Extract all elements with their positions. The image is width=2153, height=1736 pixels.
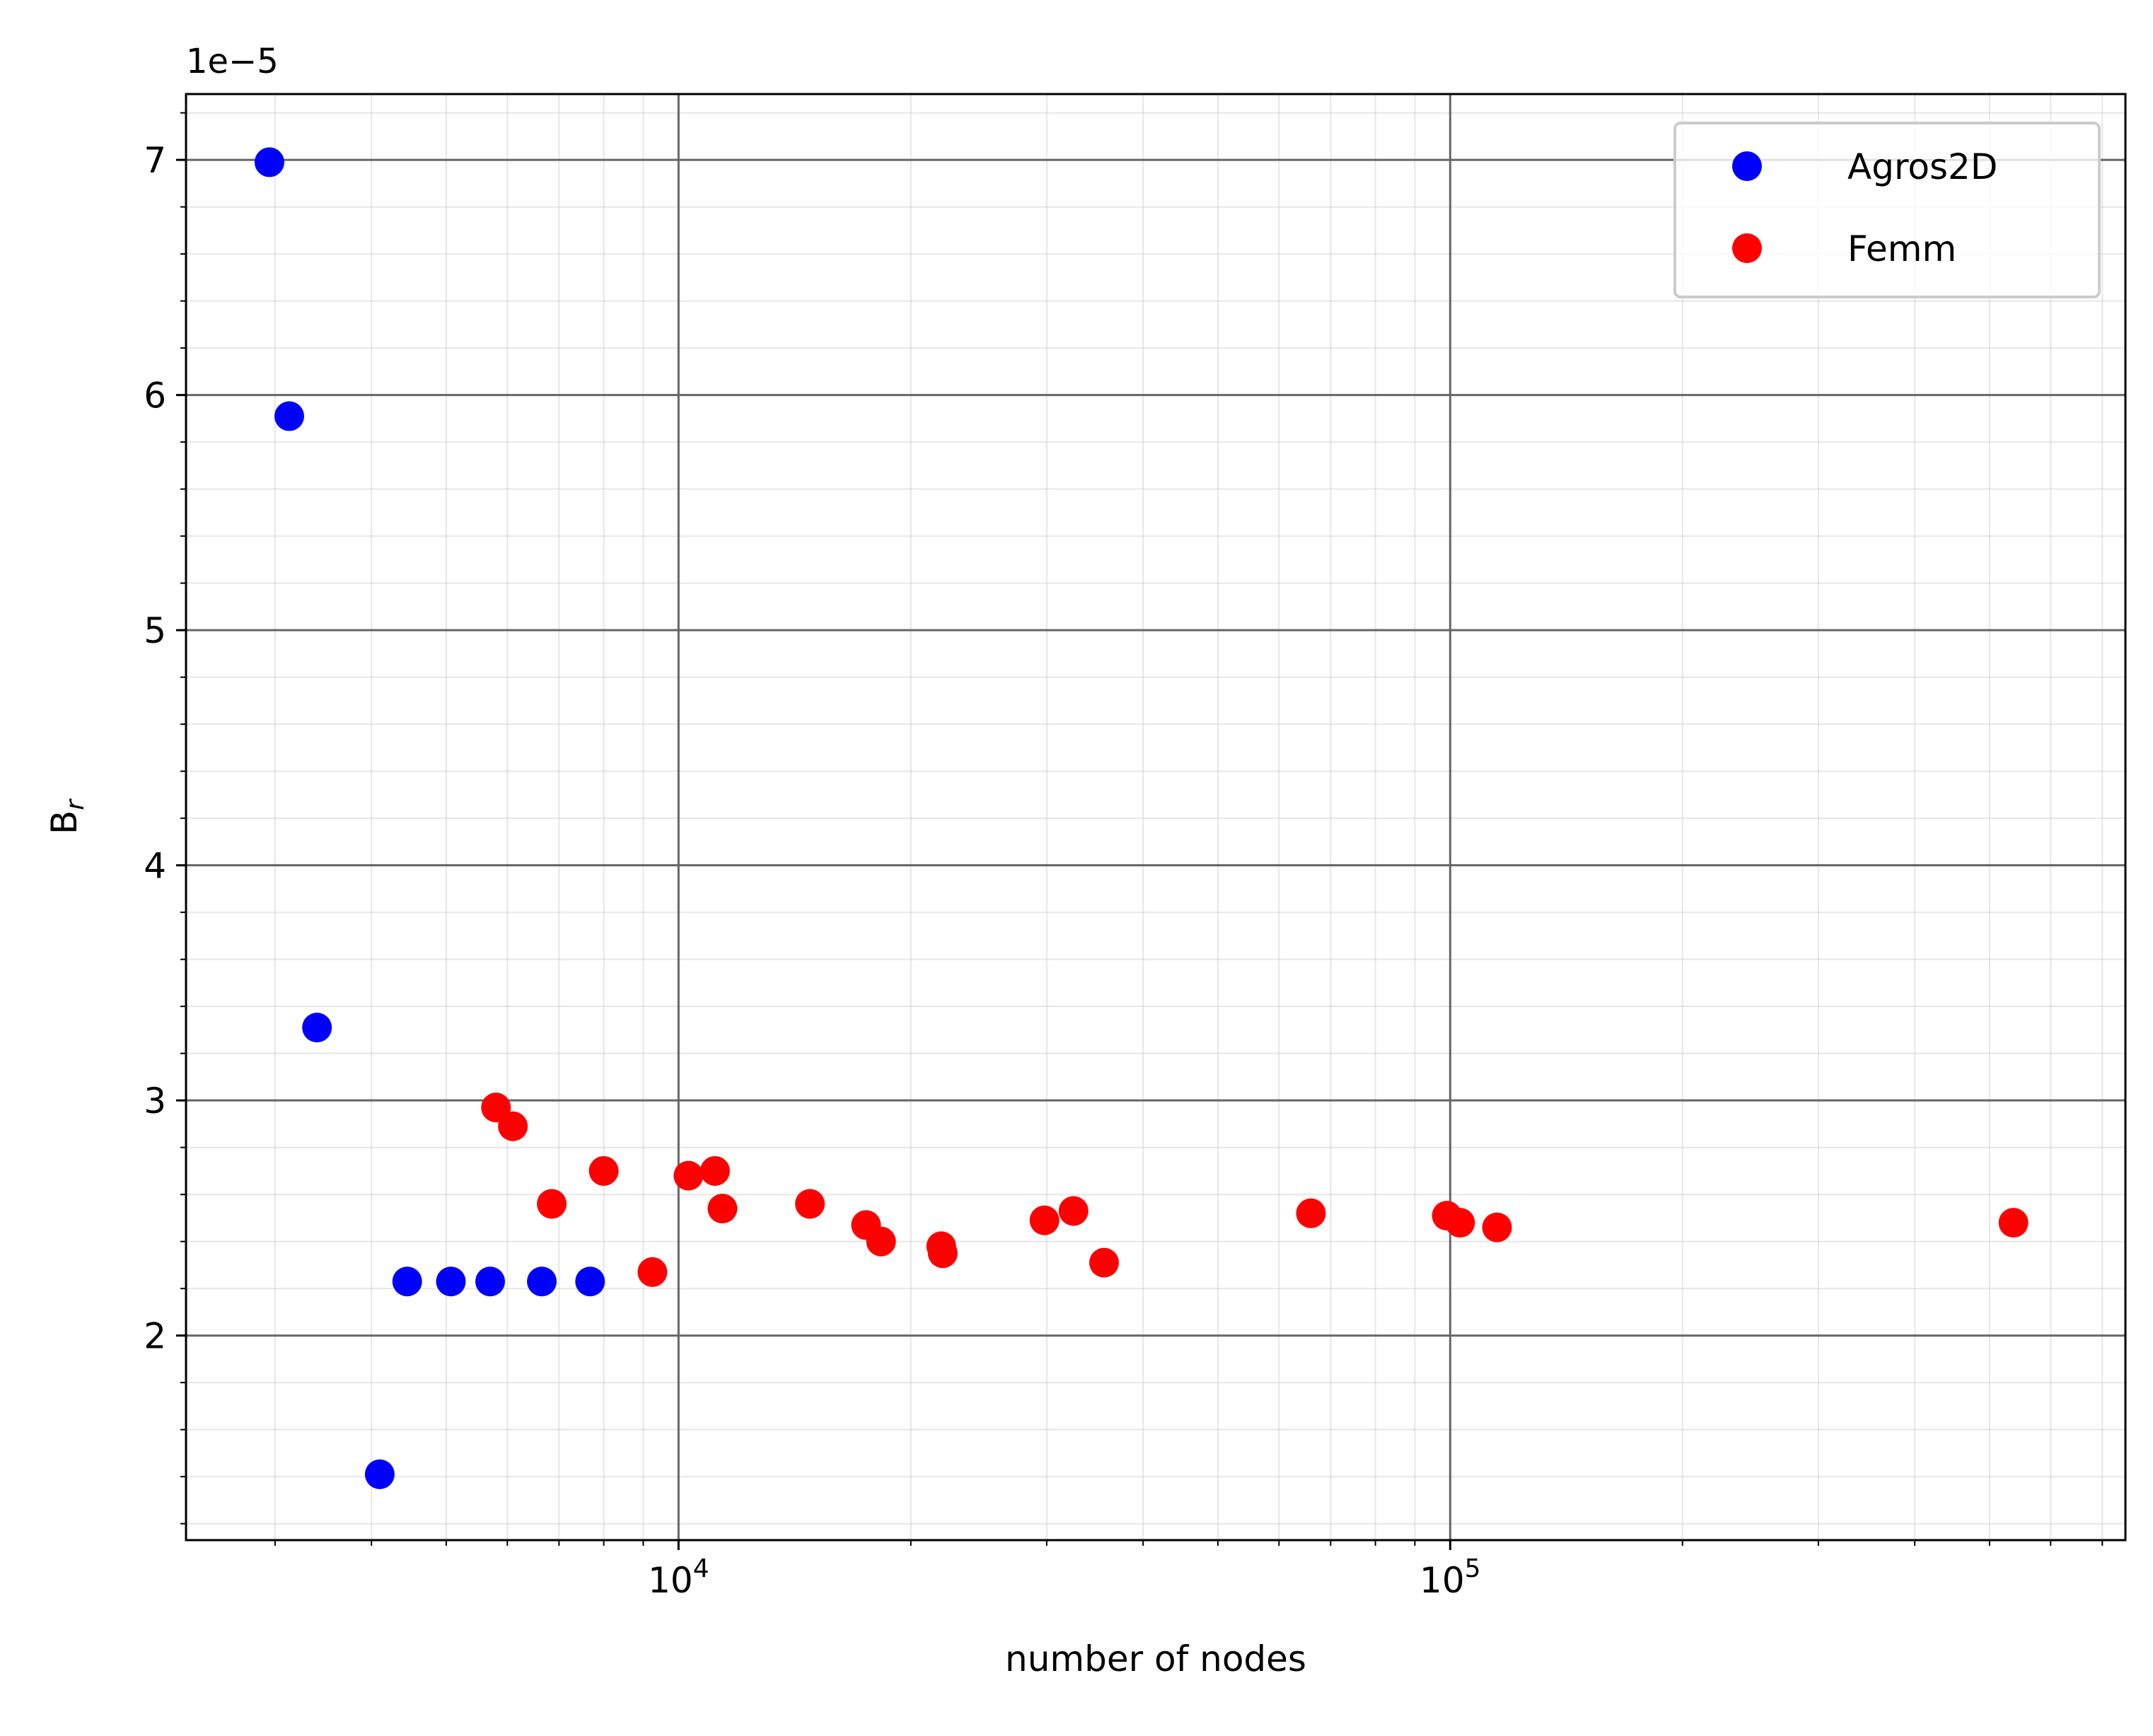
agros2d-point	[392, 1266, 422, 1297]
femm-point	[673, 1160, 704, 1191]
agros2d-point	[527, 1266, 557, 1297]
femm-point	[707, 1194, 738, 1224]
y-axis-label: Br	[44, 798, 90, 834]
agros2d-point	[436, 1266, 466, 1297]
femm-point	[637, 1257, 668, 1287]
legend-label-agros2d: Agros2D	[1847, 146, 1997, 187]
femm-point	[498, 1111, 528, 1141]
x-axis-ticks: 104 105	[274, 1540, 2103, 1601]
agros2d-series	[254, 147, 605, 1489]
femm-point	[700, 1155, 730, 1186]
femm-point	[1029, 1205, 1060, 1235]
femm-point	[1089, 1247, 1119, 1278]
y-axis-label-base: B	[44, 810, 85, 834]
x-tick-label-base: 10	[648, 1560, 693, 1601]
x-tick-label-base: 10	[1420, 1560, 1465, 1601]
legend-label-femm: Femm	[1847, 228, 1956, 269]
y-tick-label: 2	[144, 1316, 166, 1357]
femm-point	[588, 1155, 619, 1186]
legend: Agros2D Femm	[1673, 122, 2101, 298]
femm-point	[1998, 1208, 2029, 1238]
agros2d-point	[302, 1013, 332, 1043]
axes-frame	[185, 93, 2127, 1542]
femm-point	[866, 1226, 896, 1257]
femm-series	[481, 1093, 2029, 1287]
femm-point	[927, 1238, 958, 1269]
femm-point	[1296, 1198, 1326, 1228]
agros2d-point	[274, 401, 304, 431]
x-tick-label-exponent: 4	[693, 1554, 709, 1583]
y-tick-label: 6	[144, 375, 166, 416]
y-tick-label: 7	[144, 140, 166, 181]
y-axis-ticks: 2 3 4 5 6 7	[144, 112, 186, 1525]
femm-point	[537, 1189, 567, 1219]
agros2d-point	[575, 1266, 605, 1297]
y-axis-label-subscript: r	[61, 798, 90, 810]
agros2d-point	[475, 1266, 506, 1297]
x-axis-label: number of nodes	[1005, 1638, 1306, 1679]
y-tick-label: 4	[144, 846, 166, 887]
femm-point	[1445, 1208, 1475, 1238]
x-tick-label: 105	[1420, 1554, 1481, 1601]
femm-point	[1482, 1212, 1512, 1242]
femm-point	[795, 1189, 825, 1219]
x-tick-label: 104	[648, 1554, 709, 1601]
y-tick-label: 3	[144, 1080, 166, 1122]
x-tick-label-exponent: 5	[1465, 1554, 1481, 1583]
femm-point	[1058, 1196, 1089, 1226]
agros2d-point	[254, 147, 284, 177]
legend-marker-femm	[1732, 233, 1762, 263]
y-tick-label: 5	[144, 610, 166, 651]
agros2d-point	[364, 1459, 395, 1489]
plot-background	[186, 94, 2125, 1540]
plot-area	[185, 93, 2127, 1542]
legend-box	[1673, 122, 2101, 298]
legend-marker-agros2d	[1732, 151, 1762, 181]
y-offset-label: 1e−5	[186, 42, 279, 81]
